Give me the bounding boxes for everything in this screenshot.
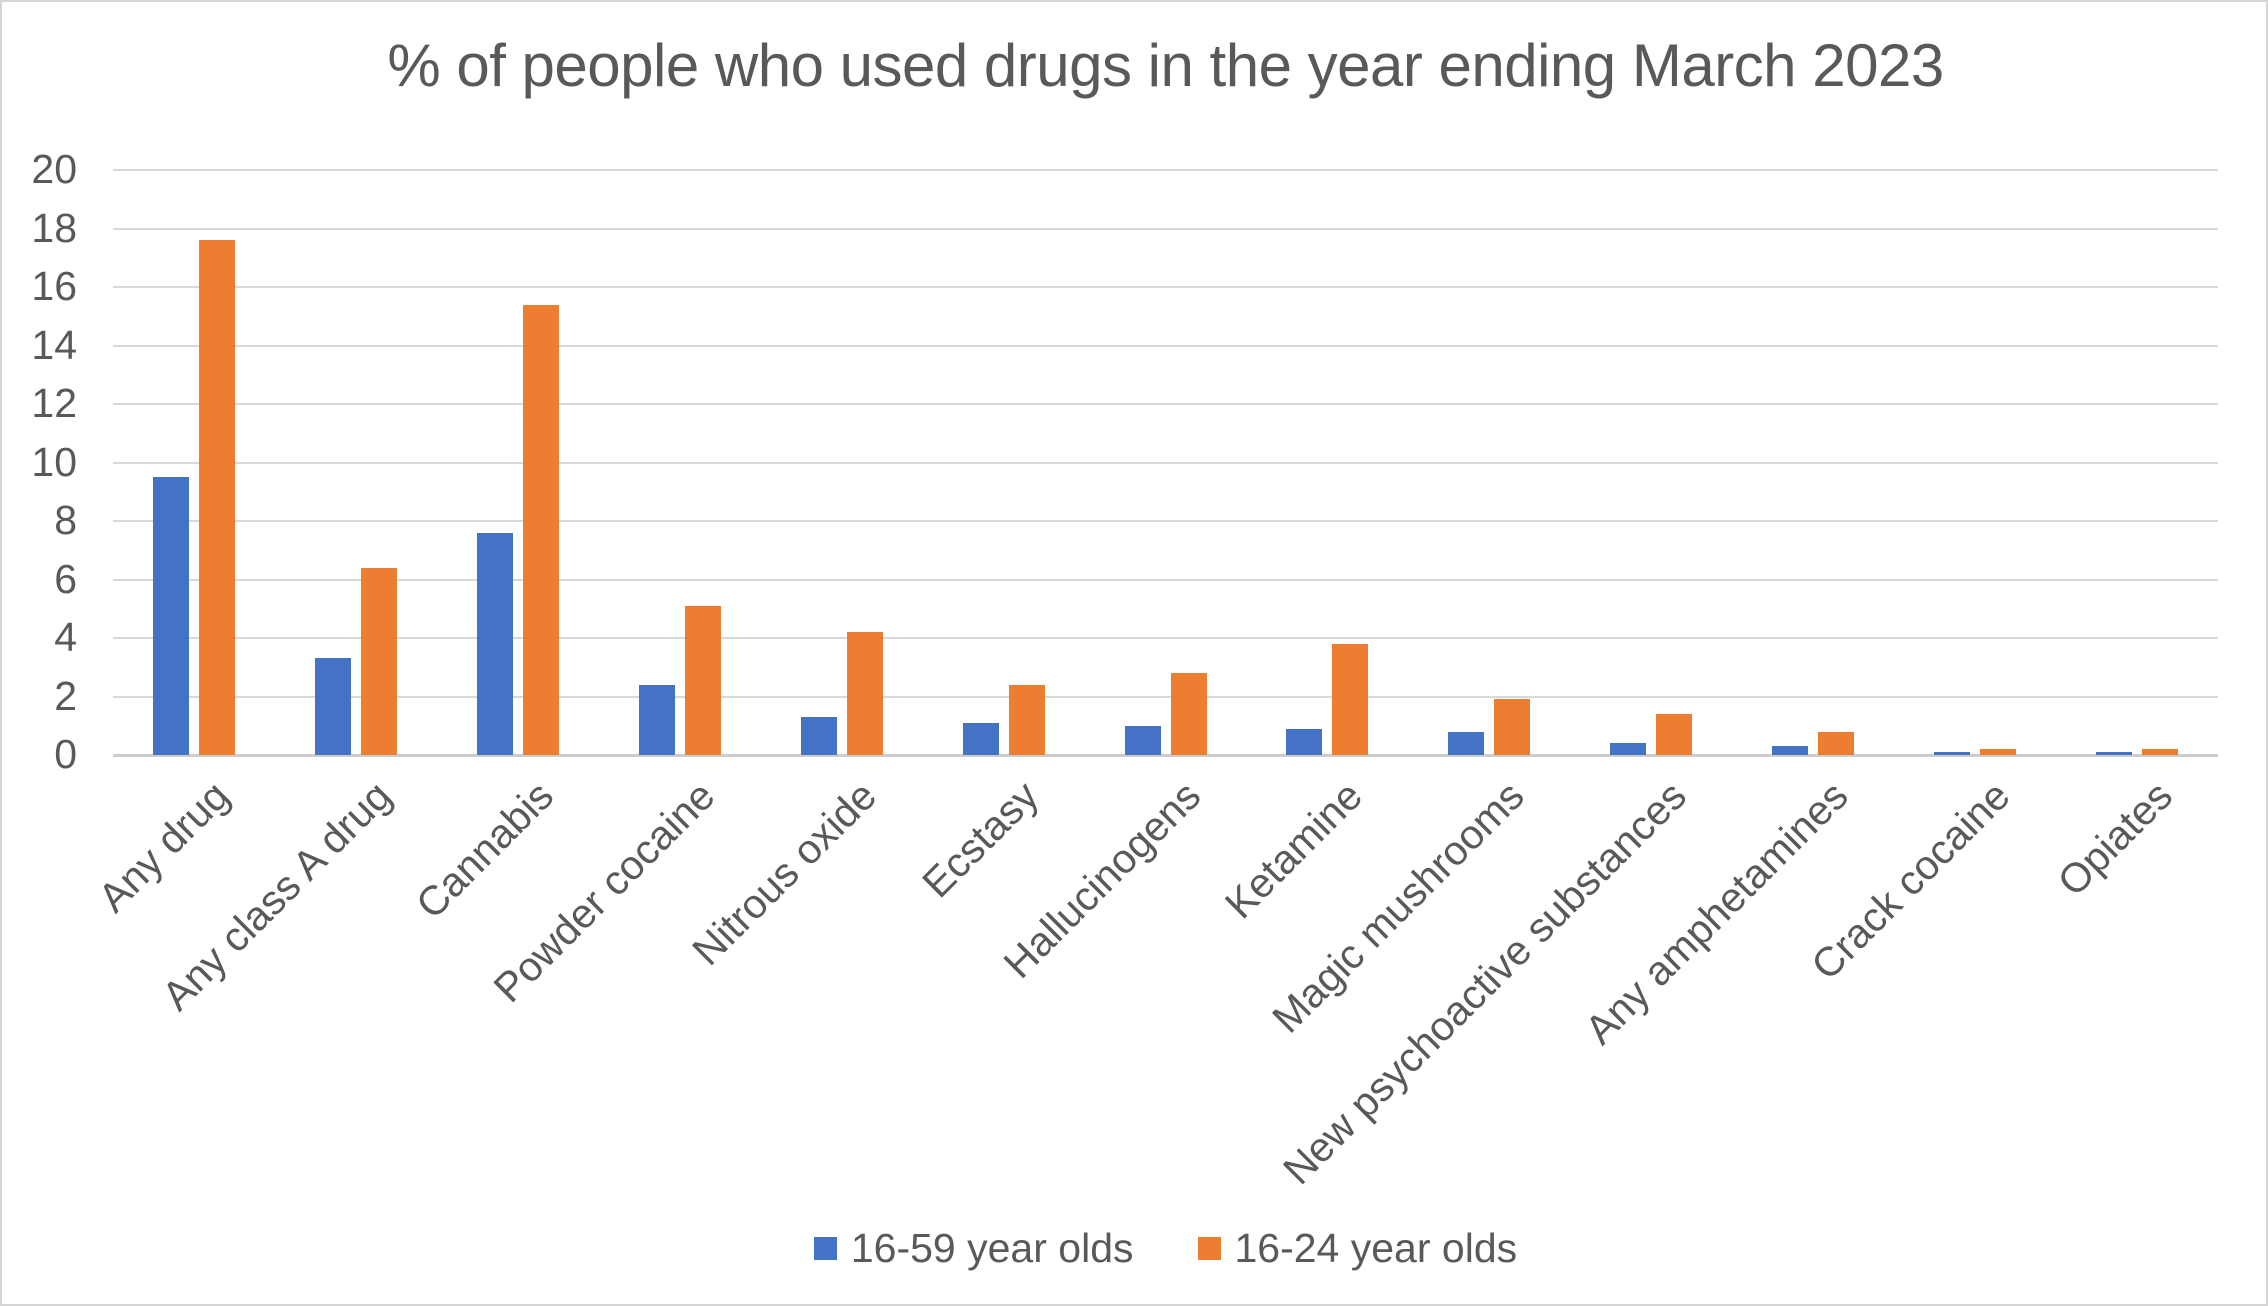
gridline-y16 (113, 286, 2218, 288)
bar-hallucinogens-16-24-year-olds (1170, 673, 1207, 755)
category-label-any-drug: Any drug (89, 772, 238, 921)
gridline-y10 (113, 461, 2218, 464)
legend: 16-59 year olds 16-24 year olds (113, 1224, 2218, 1272)
bar-new-psychoactive-substances-16-24-year-olds (1656, 714, 1693, 755)
category-label-opiates: Opiates (2048, 772, 2181, 905)
bar-hallucinogens-16-59-year-olds (1124, 725, 1161, 755)
bar-magic-mushrooms-16-59-year-olds (1448, 731, 1485, 755)
y-tick-label-14: 14 (31, 321, 77, 368)
plot-area (113, 169, 2218, 757)
bar-ecstasy-16-59-year-olds (962, 722, 999, 755)
y-tick-label-6: 6 (54, 555, 77, 602)
bar-new-psychoactive-substances-16-59-year-olds (1610, 743, 1647, 755)
gridline-y14 (113, 344, 2218, 347)
bar-any-drug-16-24-year-olds (198, 240, 235, 755)
bar-ketamine-16-24-year-olds (1332, 643, 1369, 755)
gridline-y6 (113, 578, 2218, 581)
gridline-y20 (113, 169, 2218, 171)
y-tick-label-4: 4 (54, 614, 77, 660)
bar-ketamine-16-59-year-olds (1286, 728, 1323, 755)
bar-cannabis-16-59-year-olds (476, 532, 513, 755)
legend-label: 16-59 year olds (850, 1225, 1134, 1271)
bar-crack-cocaine-16-59-year-olds (1934, 752, 1971, 755)
y-tick-label-16: 16 (31, 263, 77, 309)
y-tick-label-20: 20 (31, 146, 77, 192)
bar-any-drug-16-59-year-olds (152, 477, 189, 755)
bar-crack-cocaine-16-24-year-olds (1980, 749, 2017, 755)
bar-any-class-a-drug-16-59-year-olds (314, 658, 351, 755)
gridline-y12 (113, 403, 2218, 405)
legend-item-16-59-year-olds: 16-59 year olds (813, 1224, 1134, 1272)
gridline-y2 (113, 695, 2218, 698)
legend-swatch-icon (1197, 1236, 1221, 1260)
category-label-ecstasy: Ecstasy (913, 772, 1048, 907)
x-axis-line (113, 754, 2218, 757)
y-tick-label-8: 8 (54, 497, 77, 543)
bar-nitrous-oxide-16-24-year-olds (846, 632, 883, 755)
bar-powder-cocaine-16-24-year-olds (684, 605, 721, 755)
bar-any-amphetamines-16-59-year-olds (1772, 746, 1809, 755)
gridline-y18 (113, 227, 2218, 230)
bar-nitrous-oxide-16-59-year-olds (800, 716, 837, 755)
bar-cannabis-16-24-year-olds (522, 304, 559, 755)
bar-opiates-16-24-year-olds (2142, 749, 2179, 755)
y-tick-label-10: 10 (31, 438, 77, 485)
bar-any-amphetamines-16-24-year-olds (1818, 731, 1855, 755)
y-tick-label-18: 18 (31, 204, 77, 251)
y-tick-label-0: 0 (54, 731, 77, 777)
category-label-cannabis: Cannabis (406, 772, 562, 928)
bar-magic-mushrooms-16-24-year-olds (1494, 699, 1531, 755)
legend-label: 16-24 year olds (1234, 1225, 1518, 1271)
bar-opiates-16-59-year-olds (2096, 752, 2133, 755)
y-tick-label-12: 12 (31, 380, 77, 426)
bar-powder-cocaine-16-59-year-olds (638, 684, 675, 755)
bar-any-class-a-drug-16-24-year-olds (360, 567, 397, 755)
y-tick-label-2: 2 (54, 672, 77, 719)
legend-swatch-icon (813, 1236, 837, 1260)
gridline-y8 (113, 520, 2218, 522)
category-label-ketamine: Ketamine (1216, 772, 1372, 928)
legend-item-16-24-year-olds: 16-24 year olds (1197, 1224, 1518, 1272)
gridline-y4 (113, 637, 2218, 639)
bar-ecstasy-16-24-year-olds (1008, 684, 1045, 755)
chart-title: % of people who used drugs in the year e… (387, 32, 1944, 99)
